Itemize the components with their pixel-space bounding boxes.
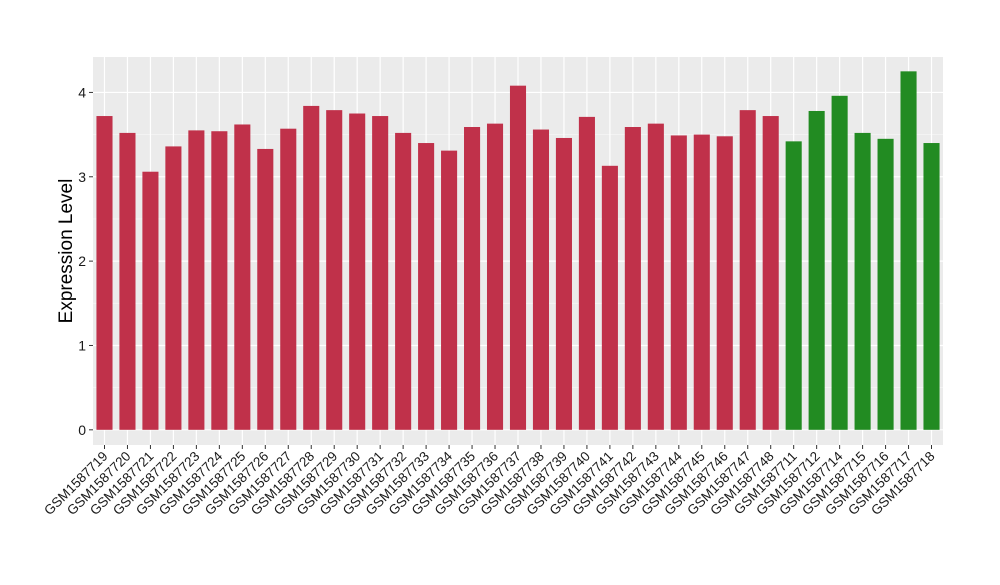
- x-axis: GSM1587719GSM1587720GSM1587721GSM1587722…: [41, 445, 938, 518]
- bar: [303, 105, 320, 430]
- bar: [372, 116, 389, 430]
- bar: [900, 71, 917, 430]
- bar: [762, 116, 779, 430]
- bar: [165, 146, 182, 430]
- bar: [808, 110, 825, 430]
- bars: [96, 71, 940, 430]
- bar: [280, 128, 297, 430]
- bar: [486, 123, 504, 430]
- bar: [693, 134, 710, 430]
- y-tick-label: 4: [78, 84, 86, 100]
- y-tick-label: 1: [78, 337, 86, 353]
- bar: [854, 132, 871, 430]
- bar: [831, 95, 848, 430]
- bar: [211, 131, 228, 430]
- y-tick-label: 3: [78, 169, 86, 185]
- y-axis: 0 1 2 3 4: [78, 84, 93, 438]
- bar: [326, 110, 343, 430]
- bar: [96, 116, 113, 430]
- bar: [923, 143, 940, 430]
- bar: [142, 171, 159, 430]
- bar: [418, 143, 435, 430]
- bar: [349, 113, 366, 430]
- bar: [716, 136, 733, 430]
- bar: [464, 127, 481, 430]
- bar: [624, 127, 641, 430]
- bar: [670, 135, 687, 430]
- bar: [555, 137, 572, 430]
- bar: [188, 130, 205, 430]
- bar: [532, 129, 550, 430]
- bar: [785, 141, 802, 430]
- bar: [441, 150, 458, 430]
- y-tick-label: 0: [78, 422, 86, 438]
- bar: [509, 85, 527, 430]
- bar: [257, 148, 274, 430]
- bar: [119, 132, 136, 430]
- bar: [647, 123, 664, 430]
- bar: [739, 110, 756, 430]
- bar: [877, 138, 894, 430]
- y-axis-label: Expression Level: [56, 179, 77, 324]
- bar: [234, 124, 251, 430]
- y-tick-label: 2: [78, 253, 86, 269]
- bar: [395, 132, 412, 430]
- bar: [578, 116, 595, 430]
- bar: [601, 165, 618, 430]
